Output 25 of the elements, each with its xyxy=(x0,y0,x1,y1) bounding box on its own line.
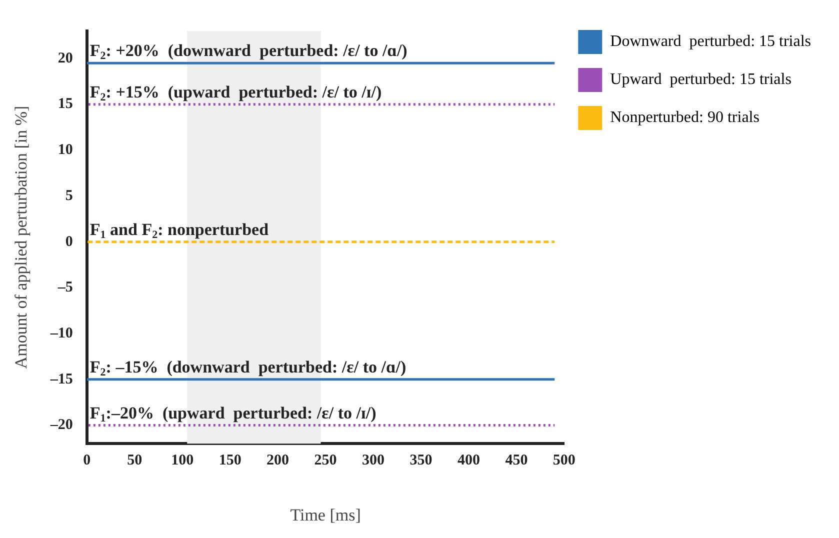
y-tick-label: 5 xyxy=(65,188,73,204)
x-tick-label: 350 xyxy=(410,452,432,468)
x-tick-label: 250 xyxy=(314,452,337,468)
legend-label: Upward perturbed: 15 trials xyxy=(610,71,792,88)
x-tick-label: 150 xyxy=(218,452,242,468)
x-tick-label: 450 xyxy=(505,452,528,468)
x-tick-label: 100 xyxy=(171,452,194,468)
y-tick-label: 20 xyxy=(58,50,73,66)
x-tick-label: 500 xyxy=(552,452,576,468)
x-tick-label: 200 xyxy=(266,452,290,468)
y-tick-label: –15 xyxy=(49,371,73,388)
legend-label: Downward perturbed: 15 trials xyxy=(610,33,812,50)
y-tick-label: –20 xyxy=(49,417,73,434)
x-tick-label: 50 xyxy=(127,452,142,468)
y-axis-title: Amount of applied perturbation [in %] xyxy=(12,106,31,369)
x-tick-label: 0 xyxy=(83,452,91,468)
x-tick-label: 400 xyxy=(457,452,480,468)
x-tick-label: 300 xyxy=(362,452,385,468)
legend-label: Nonperturbed: 90 trials xyxy=(610,109,760,126)
y-tick-label: –10 xyxy=(49,325,73,342)
y-tick-label: –5 xyxy=(56,280,73,296)
x-axis-title: Time [ms] xyxy=(290,505,361,524)
y-tick-label: 0 xyxy=(65,234,73,250)
y-tick-label: 10 xyxy=(58,142,73,158)
y-tick-label: 15 xyxy=(58,96,73,112)
